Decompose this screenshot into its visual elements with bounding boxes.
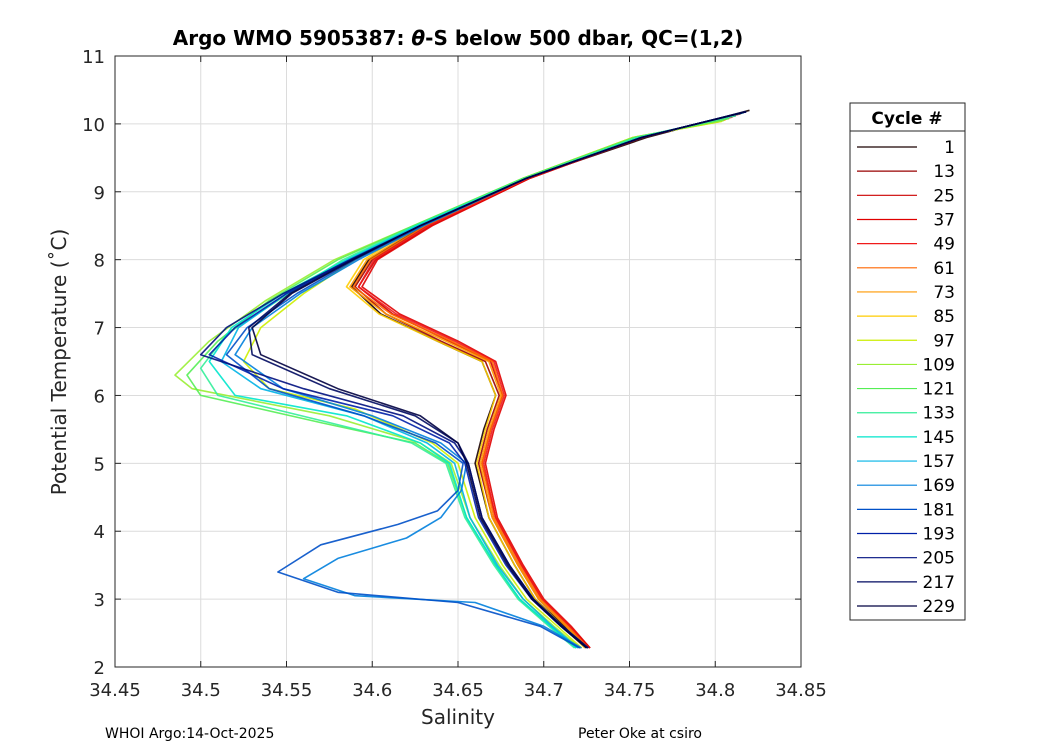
- legend-label-cycle-61: 61: [933, 259, 955, 279]
- y-tick-label: 5: [94, 454, 105, 475]
- legend-label-cycle-85: 85: [933, 307, 955, 327]
- x-tick-label: 34.5: [181, 680, 221, 701]
- x-tick-label: 34.75: [604, 680, 656, 701]
- series-line-cycle-49: [357, 116, 733, 649]
- y-tick-label: 4: [94, 522, 105, 543]
- footer-author: Peter Oke at csiro: [578, 726, 702, 742]
- x-tick-label: 34.65: [432, 680, 484, 701]
- legend-title: Cycle #: [871, 109, 942, 129]
- y-tick-label: 11: [82, 47, 105, 68]
- legend-label-cycle-1: 1: [944, 138, 955, 158]
- y-tick-label: 7: [94, 319, 105, 340]
- legend-label-cycle-73: 73: [933, 283, 955, 303]
- legend-label-cycle-25: 25: [933, 186, 955, 206]
- axis-ticks: 34.45 34.5 34.55 34.6 34.65 34.7 34.75 34.8 34.8…: [82, 47, 827, 701]
- series-lines: [174, 109, 750, 649]
- series-line-cycle-169: [234, 110, 747, 649]
- y-tick-label: 3: [94, 590, 105, 611]
- chart-title-prefix: Argo WMO 5905387:: [172, 26, 412, 50]
- legend-label-cycle-181: 181: [923, 500, 955, 520]
- x-tick-label: 34.6: [352, 680, 392, 701]
- series-line-cycle-37: [361, 114, 736, 649]
- legend-label-cycle-145: 145: [923, 428, 955, 448]
- y-tick-label: 10: [82, 115, 105, 136]
- y-tick-label: 9: [94, 183, 105, 204]
- legend-label-cycle-217: 217: [923, 573, 955, 593]
- x-tick-label: 34.8: [695, 680, 735, 701]
- legend-label-cycle-109: 109: [923, 355, 955, 375]
- legend-label-cycle-169: 169: [923, 476, 955, 496]
- y-tick-label: 8: [94, 251, 105, 272]
- legend-items: 1 13 25 37 49 61 73 85 97 109 121 133 145 157 169 181 19…: [857, 138, 955, 617]
- legend-label-cycle-121: 121: [923, 380, 955, 400]
- y-axis-label: Potential Temperature (˚C): [47, 229, 71, 496]
- legend-label-cycle-193: 193: [923, 525, 955, 545]
- x-axis-label: Salinity: [421, 705, 495, 729]
- legend-label-cycle-157: 157: [923, 452, 955, 472]
- chart-title-theta-symbol: θ: [411, 26, 426, 50]
- x-tick-label: 34.55: [261, 680, 313, 701]
- x-tick-label: 34.85: [775, 680, 827, 701]
- series-line-cycle-229: [251, 110, 747, 649]
- legend-label-cycle-205: 205: [923, 549, 955, 569]
- chart-title-suffix: -S below 500 dbar, QC=(1,2): [425, 26, 744, 50]
- x-tick-label: 34.7: [524, 680, 564, 701]
- legend-label-cycle-37: 37: [933, 210, 955, 230]
- legend-label-cycle-49: 49: [933, 235, 955, 255]
- footer-source: WHOI Argo:14-Oct-2025: [105, 726, 275, 742]
- y-tick-label: 2: [94, 658, 105, 679]
- x-tick-label: 34.45: [89, 680, 141, 701]
- legend-label-cycle-13: 13: [933, 162, 955, 182]
- chart-title: Argo WMO 5905387: θ-S below 500 dbar, QC…: [115, 26, 801, 50]
- legend: Cycle # 1 13 25 37 49 61 73 85 97 109 121 133 145 157…: [849, 102, 966, 621]
- legend-label-cycle-229: 229: [923, 597, 955, 617]
- y-tick-label: 6: [94, 386, 105, 407]
- legend-label-cycle-133: 133: [923, 404, 955, 424]
- legend-label-cycle-97: 97: [933, 331, 955, 351]
